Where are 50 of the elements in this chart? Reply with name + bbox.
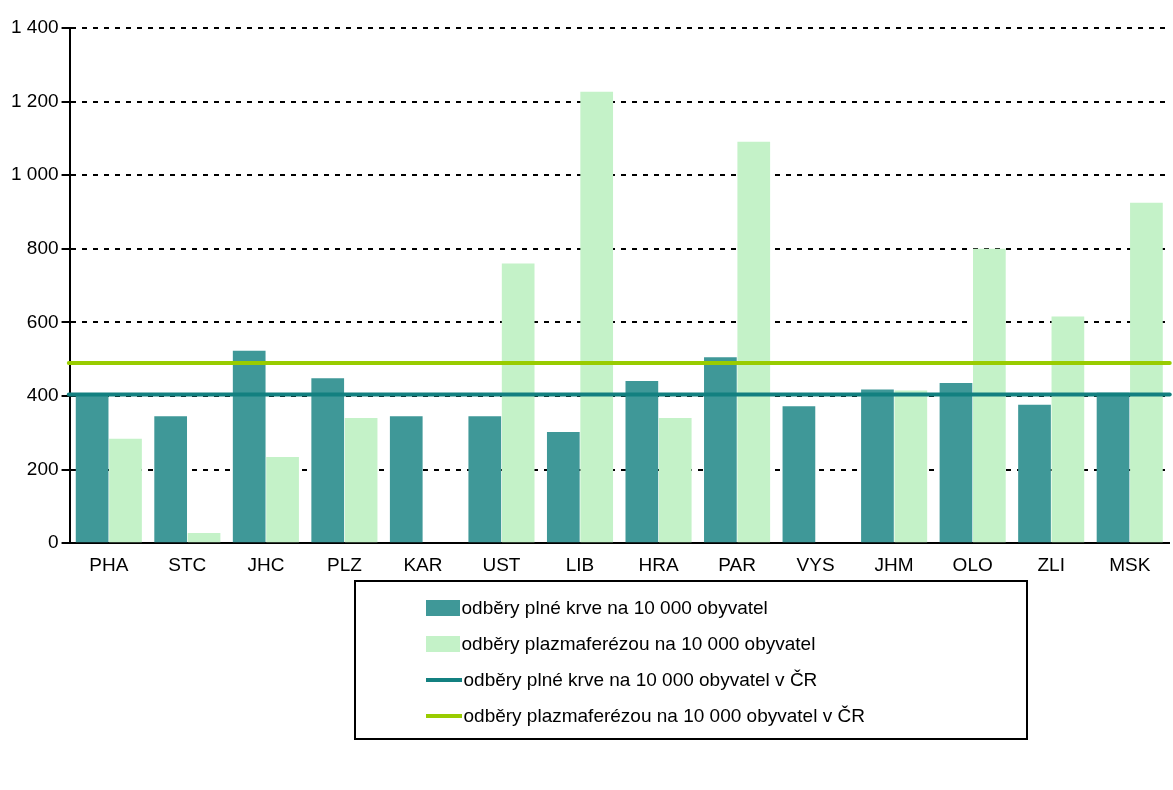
bar — [546, 432, 580, 543]
legend-label: odběry plazmaferézou na 10 000 obyvatel v ČR — [463, 705, 865, 727]
x-tick-label: PHA — [89, 553, 129, 575]
bar — [389, 416, 423, 543]
y-tick-label: 0 — [47, 531, 59, 553]
x-tick-label: PAR — [718, 553, 756, 575]
bar — [1051, 316, 1085, 543]
x-tick-label: KAR — [403, 553, 443, 575]
bar — [187, 532, 221, 543]
y-tick-label: 800 — [26, 237, 59, 259]
bar — [973, 248, 1006, 543]
bar — [704, 357, 737, 543]
bar — [625, 380, 659, 543]
y-tick-label: 1 400 — [11, 16, 59, 38]
legend-label: odběry plazmaferézou na 10 000 obyvatel — [461, 633, 816, 655]
x-tick-label: HRA — [638, 553, 679, 575]
y-tick-label: 600 — [26, 310, 59, 332]
bar — [468, 416, 502, 543]
bar — [580, 91, 614, 543]
bar — [737, 141, 771, 543]
x-tick-label: VYS — [796, 553, 835, 575]
bar — [861, 389, 894, 543]
bar — [344, 418, 378, 543]
x-tick-label: UST — [482, 553, 521, 575]
bar — [311, 378, 345, 543]
x-tick-label: LIB — [565, 553, 595, 575]
bar — [266, 457, 299, 543]
bar — [232, 350, 266, 543]
legend-label: odběry plné krve na 10 000 obyvatel — [461, 597, 768, 619]
bar — [1130, 202, 1163, 543]
x-tick-label: JHM — [874, 553, 914, 575]
bar — [782, 406, 816, 543]
bar — [894, 390, 928, 543]
x-tick-label: MSK — [1109, 553, 1151, 575]
y-tick-label: 200 — [26, 457, 59, 479]
x-tick-label: STC — [168, 553, 207, 575]
legend-label: odběry plné krve na 10 000 obyvatel v ČR — [463, 669, 818, 691]
x-tick-label: OLO — [952, 553, 993, 575]
y-tick-label: 1 000 — [11, 163, 59, 185]
y-tick-label: 1 200 — [11, 89, 59, 111]
bar — [658, 418, 692, 543]
bar — [501, 263, 535, 543]
bar — [939, 383, 973, 543]
bar — [154, 416, 188, 543]
y-tick-label: 400 — [26, 384, 59, 406]
bar — [1018, 404, 1051, 543]
bar — [109, 438, 142, 543]
x-tick-label: JHC — [247, 553, 285, 575]
x-tick-label: ZLI — [1037, 553, 1065, 575]
x-tick-label: PLZ — [326, 553, 363, 575]
